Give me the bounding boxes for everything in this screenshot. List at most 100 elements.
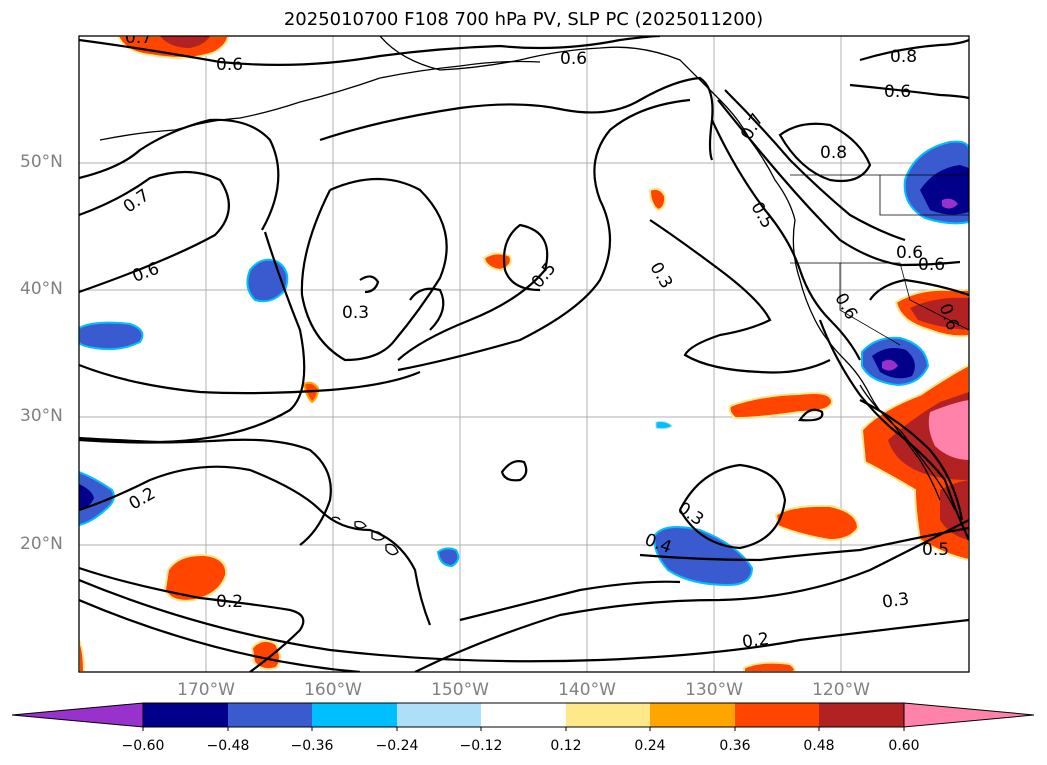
- contour-line: [869, 278, 969, 301]
- state-border: [839, 263, 901, 346]
- contour-label: 0.5: [922, 540, 949, 560]
- pv-negative-blob: [79, 321, 144, 351]
- colorbar-segment: [143, 703, 228, 727]
- contour-line: [414, 519, 969, 672]
- contour-line: [79, 578, 969, 663]
- contour-label: 0.3: [645, 259, 676, 292]
- contour-line: [79, 438, 332, 546]
- map-frame: [78, 35, 970, 673]
- contour-label: 0.8: [890, 47, 917, 67]
- colorbar-segment: [735, 703, 819, 727]
- contour-line: [79, 231, 306, 444]
- contour-line: [397, 98, 691, 372]
- pv-negative-blob: [436, 547, 460, 568]
- pv-positive-blob: [250, 639, 281, 671]
- contour-line: [79, 598, 361, 672]
- coastline-aleutians: [99, 60, 541, 141]
- colorbar-segment: [819, 703, 904, 727]
- colorbar-tick-label: −0.24: [375, 738, 419, 754]
- contour-line: [859, 38, 969, 62]
- contour-line: [679, 463, 787, 550]
- contour-line: [79, 465, 432, 626]
- map-panel: 0.7 0.6 0.6 0.8 0.6 0.7 0.8 0.7 0.6 0.5 …: [79, 28, 969, 672]
- contour-label: 0.5: [528, 259, 561, 293]
- pv-positive-blob: [163, 553, 228, 602]
- colorbar-segment: [566, 703, 650, 727]
- colorbar-tick-label: 0.60: [888, 738, 920, 754]
- contour-label: 0.6: [884, 82, 911, 102]
- contour-line: [724, 89, 906, 242]
- graticule: [79, 36, 969, 672]
- contour-label: 0.8: [820, 143, 847, 163]
- coastlines: [99, 36, 969, 556]
- pv-negative-blob: [655, 421, 673, 430]
- contour-line: [500, 460, 528, 482]
- pv-negative-core: [920, 165, 969, 215]
- lon-label-160: 160°W: [304, 680, 362, 700]
- colorbar-segment: [228, 703, 312, 727]
- contour-label: 0.2: [741, 629, 771, 653]
- contour-label: 0.3: [674, 498, 708, 530]
- colorbar-segment: [481, 703, 566, 727]
- colorbar-tick-label: −0.60: [121, 738, 165, 754]
- contour-line: [79, 118, 280, 231]
- pv-positive-max: [928, 400, 969, 460]
- colorbar-tick-label: −0.48: [206, 738, 250, 754]
- contour-label: 0.7: [125, 28, 152, 48]
- contour-line: [818, 319, 969, 541]
- pv-positive-blob: [302, 381, 320, 404]
- lat-label-40: 40°N: [20, 279, 63, 299]
- contour-label: 0.5: [746, 199, 777, 232]
- coastline-baja: [859, 384, 941, 501]
- pv-negative-core: [79, 484, 94, 510]
- contour-label: 0.6: [216, 55, 243, 75]
- state-border: [790, 262, 969, 331]
- contour-line: [849, 83, 969, 100]
- contour-line: [300, 177, 448, 362]
- contour-label: 0.2: [216, 592, 243, 612]
- pv-positive-core: [160, 36, 210, 48]
- map-title: 2025010700 F108 700 hPa PV, SLP PC (2025…: [283, 9, 764, 30]
- contour-line: [717, 99, 961, 267]
- lon-label-170: 170°W: [177, 680, 235, 700]
- contour-line: [459, 580, 681, 622]
- pv-positive-blob: [79, 639, 86, 672]
- colorbar-segment: [312, 703, 397, 727]
- lon-label-130: 130°W: [685, 680, 743, 700]
- colorbar: [11, 702, 1035, 731]
- pv-positive-core: [910, 297, 969, 330]
- hawaii-island: [354, 520, 367, 529]
- lat-label-50: 50°N: [20, 152, 63, 172]
- contour-line: [409, 287, 445, 331]
- colorbar-outline: [142, 702, 905, 728]
- pv-positive-blob: [774, 504, 860, 542]
- contour-label: 0.3: [342, 303, 369, 323]
- contour-line: [798, 408, 824, 422]
- hawaii-island: [385, 543, 399, 556]
- pv-positive-blob: [728, 392, 834, 420]
- colorbar-segment: [650, 703, 735, 727]
- contour-line: [79, 363, 421, 395]
- colorbar-tick-label: −0.12: [459, 738, 503, 754]
- lon-label-140: 140°W: [558, 680, 616, 700]
- lon-label-150: 150°W: [431, 680, 489, 700]
- pv-negative-center: [942, 198, 958, 209]
- colorbar-extend-max: [903, 702, 1035, 728]
- pv-positive-blob: [648, 187, 667, 212]
- colorbar-segment: [397, 703, 481, 727]
- colorbar-extend-min: [11, 702, 144, 728]
- contour-line: [79, 36, 661, 66]
- contour-label: 0.3: [881, 589, 911, 613]
- contour-line: [397, 223, 549, 361]
- lat-label-20: 20°N: [20, 534, 63, 554]
- colorbar-tick-label: 0.12: [550, 738, 582, 754]
- colorbar-tick-label: −0.36: [290, 738, 334, 754]
- contour-label: 0.6: [560, 49, 587, 69]
- contour-label: 0.6: [918, 255, 945, 275]
- contour-line: [319, 76, 714, 161]
- pv-positive-blob: [482, 252, 512, 272]
- contour-line: [649, 219, 831, 374]
- pv-negative-center: [882, 359, 898, 371]
- pv-negative-blob: [79, 470, 115, 527]
